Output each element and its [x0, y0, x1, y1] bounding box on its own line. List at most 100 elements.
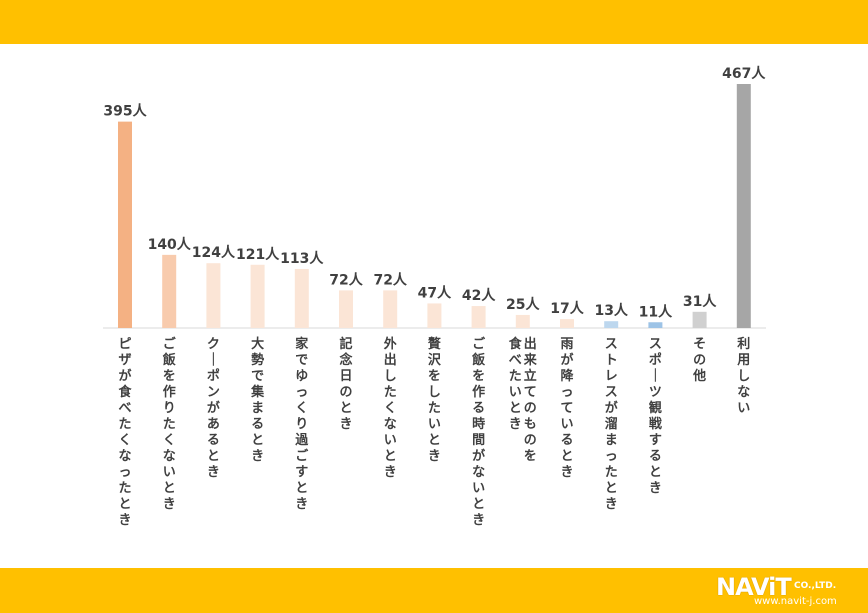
- svg-text:く: く: [118, 433, 131, 448]
- bar-4: [294, 268, 309, 328]
- svg-text:な: な: [472, 465, 485, 480]
- value-label-5: 72人: [329, 271, 363, 288]
- svg-text:出: 出: [524, 336, 537, 352]
- svg-text:を: を: [163, 369, 176, 384]
- bottom-band: [0, 568, 868, 613]
- svg-text:他: 他: [692, 368, 706, 384]
- svg-text:外: 外: [383, 336, 397, 352]
- svg-text:家: 家: [295, 336, 309, 352]
- svg-text:そ: そ: [693, 337, 706, 352]
- svg-text:の: の: [524, 401, 537, 416]
- svg-text:が: が: [560, 352, 573, 368]
- svg-text:ス: ス: [605, 337, 618, 352]
- value-label-0: 395人: [103, 103, 147, 120]
- svg-text:き: き: [472, 513, 485, 528]
- svg-text:用: 用: [736, 353, 750, 368]
- svg-text:立: 立: [524, 368, 537, 384]
- svg-text:る: る: [649, 449, 662, 464]
- svg-text:と: と: [295, 481, 308, 496]
- svg-text:き: き: [339, 417, 352, 432]
- svg-text:る: る: [560, 433, 573, 448]
- svg-text:念: 念: [339, 352, 352, 368]
- value-label-13: 31人: [683, 293, 717, 310]
- svg-text:と: と: [560, 449, 573, 464]
- svg-text:の: の: [693, 353, 706, 368]
- svg-text:ク: ク: [207, 337, 220, 352]
- bar-12: [648, 322, 663, 328]
- value-label-9: 25人: [506, 296, 540, 313]
- svg-text:で: で: [295, 353, 308, 368]
- svg-text:大: 大: [251, 336, 264, 352]
- svg-text:た: た: [118, 481, 131, 496]
- bar-6: [383, 290, 398, 328]
- svg-text:も: も: [524, 417, 537, 432]
- svg-text:ス: ス: [649, 337, 662, 352]
- bar-0: [118, 121, 132, 329]
- svg-text:ゆ: ゆ: [295, 369, 308, 384]
- svg-text:り: り: [163, 401, 176, 416]
- svg-text:し: し: [737, 369, 750, 384]
- svg-text:雨: 雨: [560, 337, 573, 352]
- bar-14: [736, 84, 751, 328]
- svg-text:き: き: [509, 417, 522, 432]
- svg-text:て: て: [560, 401, 573, 416]
- svg-text:き: き: [295, 497, 308, 512]
- svg-text:と: と: [384, 449, 397, 464]
- svg-text:ピ: ピ: [118, 337, 131, 352]
- svg-text:っ: っ: [118, 465, 131, 480]
- svg-text:ス: ス: [605, 385, 618, 400]
- value-label-7: 47人: [418, 284, 452, 301]
- svg-text:ご: ご: [163, 336, 177, 352]
- svg-text:な: な: [737, 385, 750, 400]
- bar-13: [692, 311, 707, 328]
- svg-text:と: と: [649, 465, 662, 480]
- logo-text: NAViT: [716, 573, 792, 601]
- svg-text:た: た: [118, 417, 131, 432]
- svg-text:い: い: [163, 465, 176, 480]
- svg-text:勢: 勢: [251, 352, 264, 368]
- svg-text:く: く: [295, 401, 308, 416]
- bar-9: [515, 314, 530, 328]
- svg-text:り: り: [295, 417, 308, 432]
- svg-text:べ: べ: [509, 353, 522, 368]
- svg-text:と: と: [163, 481, 176, 496]
- logo-url: www.navit-j.com: [754, 596, 837, 607]
- svg-text:き: き: [118, 513, 131, 528]
- svg-text:レ: レ: [605, 369, 618, 384]
- svg-text:来: 来: [523, 352, 538, 368]
- svg-text:ま: ま: [605, 433, 618, 448]
- svg-text:た: た: [428, 401, 441, 416]
- svg-text:い: い: [428, 417, 441, 432]
- svg-text:食: 食: [509, 336, 523, 352]
- svg-text:｜: ｜: [207, 352, 220, 368]
- svg-text:利: 利: [737, 336, 750, 352]
- svg-text:ザ: ザ: [118, 353, 131, 368]
- svg-text:き: き: [251, 449, 264, 464]
- svg-text:す: す: [295, 465, 308, 480]
- svg-text:い: い: [472, 481, 485, 496]
- svg-text:と: と: [605, 481, 618, 496]
- svg-text:い: い: [560, 417, 573, 432]
- bar-3: [250, 264, 265, 328]
- bar-7: [427, 303, 442, 328]
- svg-text:な: な: [384, 417, 397, 432]
- logo-company-suffix: CO.,LTD.: [794, 581, 837, 591]
- bar-1: [162, 254, 177, 328]
- svg-text:ポ: ポ: [649, 352, 662, 368]
- svg-text:観: 観: [648, 400, 662, 416]
- bar-8: [471, 306, 486, 328]
- svg-text:作: 作: [472, 384, 485, 400]
- svg-text:時: 時: [472, 416, 485, 432]
- svg-text:き: き: [163, 497, 176, 512]
- svg-text:が: が: [207, 400, 220, 416]
- svg-text:い: い: [509, 385, 522, 400]
- svg-text:き: き: [605, 497, 618, 512]
- svg-text:飯: 飯: [471, 352, 485, 368]
- value-label-2: 124人: [192, 244, 236, 261]
